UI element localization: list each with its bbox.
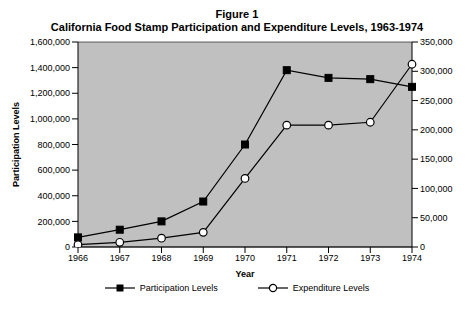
svg-text:Year: Year — [235, 269, 255, 279]
svg-text:350,000: 350,000 — [420, 37, 453, 47]
svg-text:150,000: 150,000 — [420, 154, 453, 164]
svg-text:600,000: 600,000 — [37, 165, 70, 175]
svg-text:1,000,000: 1,000,000 — [30, 114, 70, 124]
svg-text:200,000: 200,000 — [420, 125, 453, 135]
svg-text:0: 0 — [65, 242, 70, 252]
svg-text:1974: 1974 — [402, 253, 422, 263]
svg-text:50,000: 50,000 — [420, 213, 448, 223]
svg-text:400,000: 400,000 — [37, 191, 70, 201]
html-text:Figure 1: Figure 1 — [215, 8, 259, 20]
svg-text:100,000: 100,000 — [420, 184, 453, 194]
svg-text:1969: 1969 — [193, 253, 213, 263]
svg-text:300,000: 300,000 — [420, 66, 453, 76]
html-text:Expenditure Levels: Expenditure Levels — [292, 283, 370, 293]
svg-text:1970: 1970 — [235, 253, 255, 263]
svg-text:1966: 1966 — [68, 253, 88, 263]
html-text:Participation Levels: Participation Levels — [139, 283, 218, 293]
svg-text:1,400,000: 1,400,000 — [30, 63, 70, 73]
svg-text:800,000: 800,000 — [37, 140, 70, 150]
svg-text:1968: 1968 — [151, 253, 171, 263]
svg-text:1972: 1972 — [318, 253, 338, 263]
svg-text:1,200,000: 1,200,000 — [30, 88, 70, 98]
html-text:California Food Stamp Particip: California Food Stamp Participation and … — [50, 21, 424, 33]
svg-text:250,000: 250,000 — [420, 96, 453, 106]
svg-text:Participation Levels: Participation Levels — [11, 102, 21, 187]
svg-text:1,600,000: 1,600,000 — [30, 37, 70, 47]
svg-text:1971: 1971 — [277, 253, 297, 263]
svg-text:200,000: 200,000 — [37, 217, 70, 227]
svg-text:1967: 1967 — [110, 253, 130, 263]
svg-text:1973: 1973 — [360, 253, 380, 263]
svg-text:0: 0 — [420, 242, 425, 252]
